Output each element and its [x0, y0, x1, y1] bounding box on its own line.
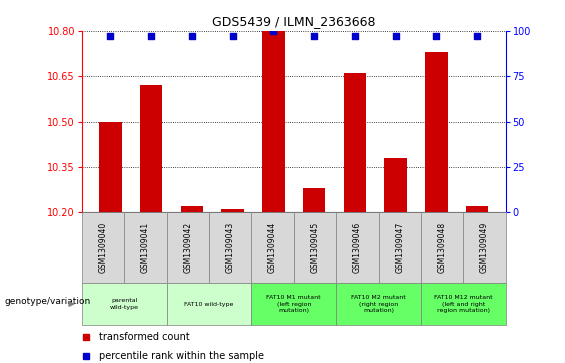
Text: GSM1309043: GSM1309043: [226, 222, 234, 273]
Bar: [251, 283, 336, 325]
Text: GSM1309045: GSM1309045: [311, 222, 319, 273]
Bar: [82, 212, 124, 283]
Point: [188, 33, 197, 39]
Text: parental
wild-type: parental wild-type: [110, 298, 139, 310]
Point: [147, 33, 156, 39]
Text: GSM1309046: GSM1309046: [353, 222, 362, 273]
Point: [350, 33, 359, 39]
Bar: [221, 209, 244, 212]
Text: transformed count: transformed count: [99, 331, 190, 342]
Point: [432, 33, 441, 39]
Text: FAT10 wild-type: FAT10 wild-type: [184, 302, 234, 306]
Bar: [167, 212, 209, 283]
Text: GSM1309049: GSM1309049: [480, 222, 489, 273]
Bar: [262, 31, 285, 212]
Text: GSM1309042: GSM1309042: [184, 222, 192, 273]
Bar: [336, 283, 421, 325]
Bar: [425, 52, 447, 212]
Text: percentile rank within the sample: percentile rank within the sample: [99, 351, 264, 361]
Bar: [209, 212, 251, 283]
Text: GSM1309044: GSM1309044: [268, 222, 277, 273]
Bar: [181, 206, 203, 212]
Bar: [303, 188, 325, 212]
Bar: [294, 212, 336, 283]
Text: FAT10 M1 mutant
(left region
mutation): FAT10 M1 mutant (left region mutation): [267, 295, 321, 313]
Text: GSM1309047: GSM1309047: [396, 222, 404, 273]
Bar: [140, 85, 162, 212]
Bar: [384, 158, 407, 212]
Title: GDS5439 / ILMN_2363668: GDS5439 / ILMN_2363668: [212, 15, 376, 28]
Point: [310, 33, 319, 39]
Point: [269, 28, 278, 34]
Bar: [421, 283, 506, 325]
Bar: [379, 212, 421, 283]
Text: GSM1309040: GSM1309040: [99, 222, 107, 273]
Bar: [336, 212, 379, 283]
Point: [473, 33, 482, 39]
Bar: [463, 212, 506, 283]
Text: FAT10 M2 mutant
(right region
mutation): FAT10 M2 mutant (right region mutation): [351, 295, 406, 313]
Text: GSM1309048: GSM1309048: [438, 222, 446, 273]
Text: FAT10 M12 mutant
(left and right
region mutation): FAT10 M12 mutant (left and right region …: [434, 295, 493, 313]
Bar: [124, 212, 167, 283]
Bar: [251, 212, 294, 283]
Point: [391, 33, 400, 39]
Point: [228, 33, 237, 39]
Bar: [344, 73, 366, 212]
Bar: [421, 212, 463, 283]
Text: GSM1309041: GSM1309041: [141, 222, 150, 273]
Bar: [99, 122, 121, 212]
Bar: [82, 283, 167, 325]
Point: [106, 33, 115, 39]
Bar: [466, 206, 488, 212]
Text: genotype/variation: genotype/variation: [4, 297, 90, 306]
Bar: [167, 283, 251, 325]
